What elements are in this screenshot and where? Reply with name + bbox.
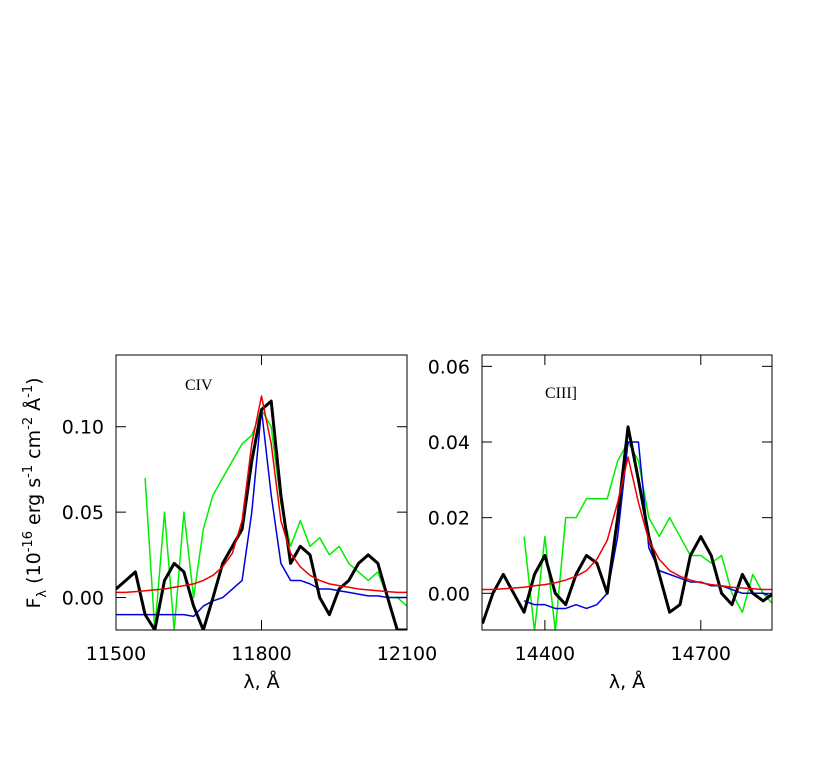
x-axis-label: λ, Å	[609, 670, 645, 693]
x-axis-label: λ, Å	[243, 670, 279, 693]
y-tick-label: 0.06	[428, 356, 470, 378]
series-line	[523, 441, 772, 610]
y-label-part: Å	[22, 398, 45, 417]
plot-area	[116, 395, 407, 630]
series-line	[116, 395, 407, 594]
y-tick-label: 0.02	[428, 508, 470, 530]
y-label-part: -2	[21, 417, 36, 430]
y-label-part: -1	[21, 385, 36, 398]
y-label-part: λ	[35, 590, 50, 598]
plot-frame	[481, 354, 773, 631]
x-tick-label: 11800	[231, 643, 291, 665]
y-tick-label: 0.00	[428, 583, 470, 605]
y-axis-label: Fλ (10-16 erg s-1 cm-2 Å-1)	[21, 377, 50, 608]
series-line	[523, 441, 772, 630]
y-tick-label: 0.04	[428, 432, 470, 454]
series-line	[482, 456, 772, 591]
y-label-part: (10	[23, 552, 45, 590]
x-tick-label: 14700	[671, 643, 731, 665]
y-label-part: )	[23, 377, 45, 384]
x-tick-label: 11500	[86, 643, 146, 665]
x-tick-label: 14400	[515, 643, 575, 665]
y-tick-label: 0.05	[62, 502, 104, 524]
y-label-part: cm	[23, 430, 45, 465]
series-line	[482, 425, 772, 625]
x-tick-label: 12100	[377, 643, 437, 665]
annotation: CIV	[185, 377, 213, 394]
y-label-part: -16	[21, 531, 36, 552]
series-line	[116, 408, 407, 618]
y-tick-label: 0.00	[62, 588, 104, 610]
y-label-part: erg s	[23, 478, 45, 531]
plot-area	[482, 425, 772, 630]
y-label-part: F	[23, 598, 45, 609]
y-tick-label: 0.10	[62, 417, 104, 439]
series-line	[116, 399, 407, 630]
annotation: CIII]	[545, 385, 577, 402]
series-line	[144, 408, 407, 630]
y-label-part: -1	[21, 465, 36, 478]
